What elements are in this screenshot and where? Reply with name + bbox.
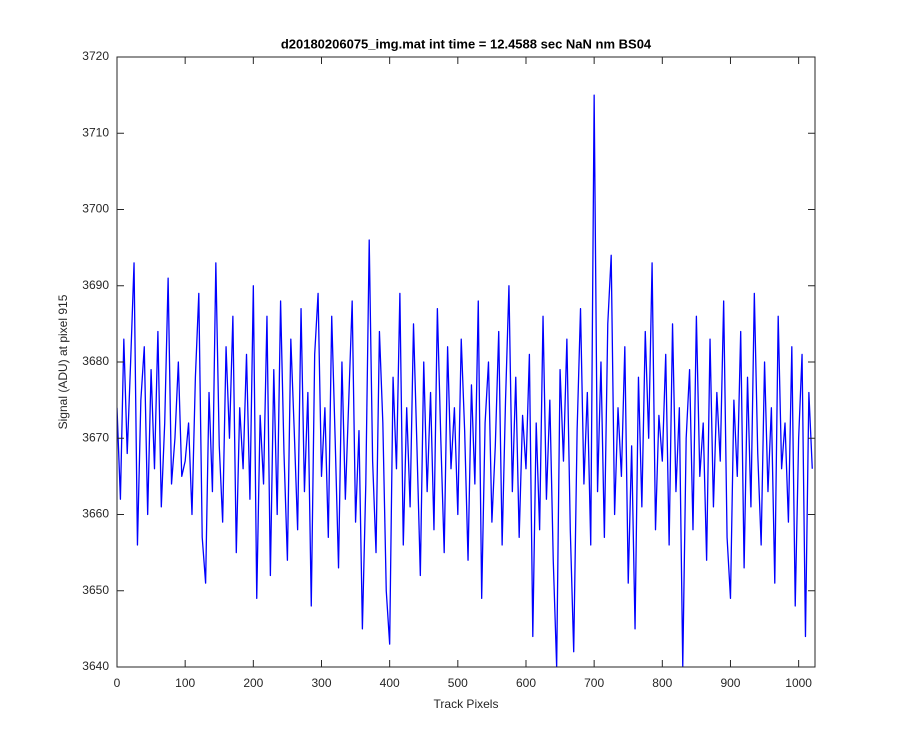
x-tick-label: 500 <box>448 676 468 690</box>
y-tick-label: 3710 <box>82 125 109 139</box>
y-tick-label: 3650 <box>82 583 109 597</box>
y-tick-label: 3700 <box>82 202 109 216</box>
y-tick-label: 3640 <box>82 659 109 673</box>
chart-title: d20180206075_img.mat int time = 12.4588 … <box>281 36 652 51</box>
y-tick-label: 3720 <box>82 49 109 63</box>
x-tick-label: 300 <box>311 676 331 690</box>
x-tick-label: 400 <box>380 676 400 690</box>
y-axis-label: Signal (ADU) at pixel 915 <box>56 294 70 429</box>
x-axis-label: Track Pixels <box>434 697 499 711</box>
y-tick-label: 3670 <box>82 430 109 444</box>
x-tick-label: 100 <box>175 676 195 690</box>
x-tick-label: 700 <box>584 676 604 690</box>
y-tick-label: 3690 <box>82 278 109 292</box>
x-tick-label: 0 <box>114 676 121 690</box>
x-tick-label: 900 <box>720 676 740 690</box>
plot-group <box>117 94 813 667</box>
y-tick-label: 3680 <box>82 354 109 368</box>
x-tick-label: 1000 <box>785 676 812 690</box>
x-tick-label: 600 <box>516 676 536 690</box>
data-line <box>117 94 813 667</box>
y-tick-label: 3660 <box>82 507 109 521</box>
x-tick-label: 800 <box>652 676 672 690</box>
x-tick-label: 200 <box>243 676 263 690</box>
